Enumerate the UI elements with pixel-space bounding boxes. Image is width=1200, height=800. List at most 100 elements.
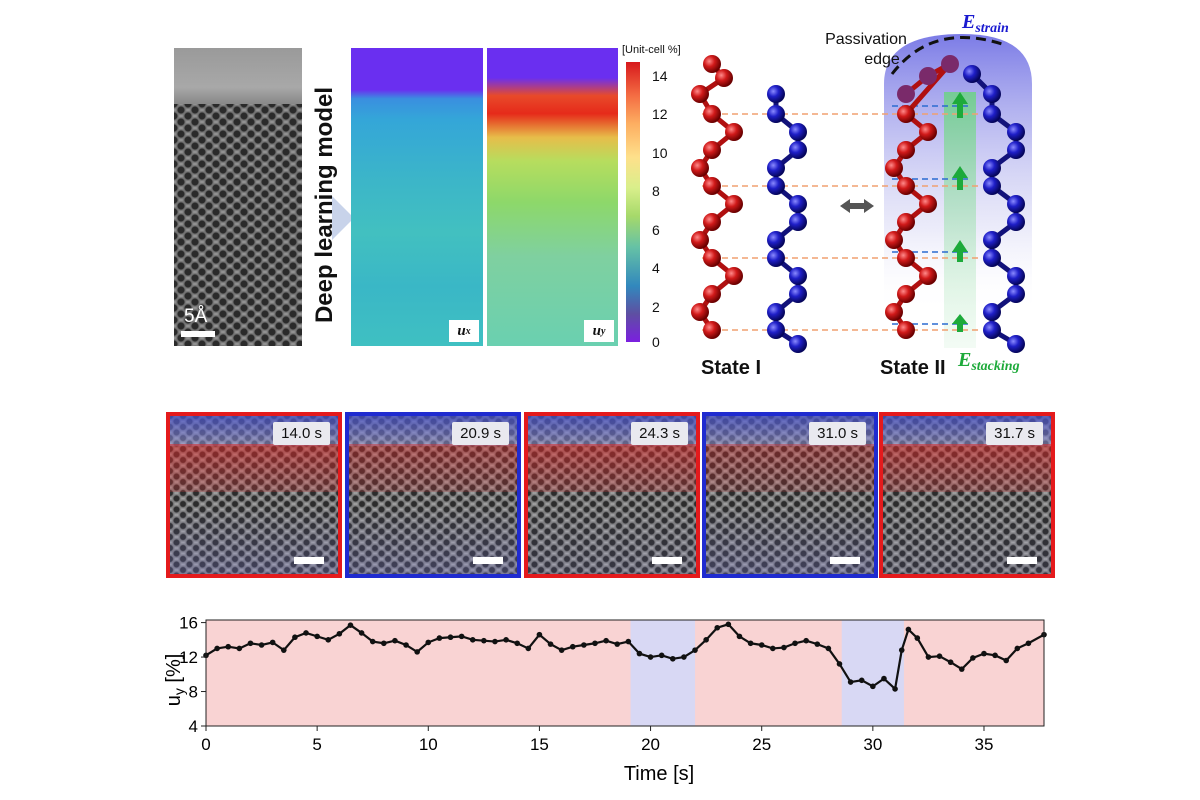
uy-data-point	[392, 637, 398, 644]
uy-data-point	[958, 666, 965, 672]
uy-data-point	[770, 645, 776, 652]
tem-micrograph	[174, 48, 302, 346]
y-tick-label: 12	[179, 648, 198, 667]
uy-data-point	[525, 645, 532, 652]
colorbar-tick: 2	[652, 299, 660, 315]
uy-data-point	[214, 645, 220, 652]
uy-data-point	[514, 640, 520, 647]
alignment-guides	[702, 113, 982, 331]
uy-data-point	[936, 653, 943, 659]
highlight-region	[841, 620, 904, 726]
x-tick-label: 0	[201, 735, 210, 754]
uy-data-point	[481, 637, 487, 644]
plot-frame	[205, 619, 1045, 727]
uy-data-point	[403, 642, 409, 648]
frame-time-label: 31.7 s	[986, 422, 1043, 445]
frame-scale-bar	[294, 557, 324, 564]
x-tick-label: 5	[312, 735, 321, 754]
uy-data-point	[658, 652, 665, 659]
uy-data-point	[736, 633, 743, 640]
frame-scale-bar	[830, 557, 860, 564]
uy-data-point	[414, 649, 420, 655]
state1-red-chain	[691, 55, 743, 339]
colorbar	[626, 62, 640, 342]
uy-data-point	[814, 641, 821, 647]
state-2-label: State II	[880, 357, 946, 379]
stacking-schematic: Passivation edge Estrain Estacking	[691, 14, 1032, 374]
uy-data-point	[536, 631, 543, 638]
time-frame: 20.9 s	[345, 412, 521, 578]
uy-data-point	[703, 637, 709, 643]
colorbar-tick: 10	[652, 145, 668, 161]
colorbar-tick: 6	[652, 222, 660, 238]
uy-data-point	[325, 637, 332, 643]
y-axis-label: uy [%]	[163, 654, 187, 707]
deep-learning-label: Deep learning model	[311, 87, 338, 323]
uy-data-point	[447, 634, 454, 641]
uy-data-point	[247, 640, 254, 647]
uy-data-point	[714, 624, 721, 631]
uy-data-point	[847, 679, 854, 685]
frame-scale-bar	[1007, 557, 1037, 564]
amorphous-cap-region	[174, 48, 302, 104]
uy-data-point	[858, 677, 865, 684]
x-tick-label: 10	[419, 735, 438, 754]
y-tick-label: 16	[179, 614, 198, 633]
uy-data-point	[369, 638, 376, 645]
y-tick-label: 8	[189, 683, 198, 702]
uy-data-point	[1014, 645, 1021, 652]
uy-data-point	[425, 639, 432, 646]
uy-data-point	[825, 645, 832, 652]
uy-data-point	[603, 637, 609, 644]
uy-data-point	[681, 654, 687, 660]
uy-data-point	[503, 637, 509, 643]
state-1-label: State I	[701, 357, 762, 379]
x-tick-label: 15	[530, 735, 549, 754]
uy-data-point	[592, 640, 598, 647]
uy-data-point	[547, 641, 554, 647]
uy-data-point	[836, 661, 843, 667]
colorbar-ticks: 14 12 10 8 6 4 2 0	[644, 62, 674, 350]
frame-scale-bar	[473, 557, 503, 564]
uy-data-point	[436, 635, 443, 641]
frame-time-label: 14.0 s	[273, 422, 330, 445]
atomic-lattice-region	[174, 104, 302, 346]
uy-data-point	[881, 675, 887, 682]
model-arrow-icon	[332, 196, 354, 240]
uy-data-point	[905, 626, 912, 633]
transition-arrow-icon	[840, 199, 874, 213]
uy-data-point	[925, 654, 932, 660]
uy-data-point	[269, 639, 276, 646]
uy-data-point	[647, 654, 654, 660]
uy-data-point	[1003, 657, 1010, 664]
uy-data-point	[581, 642, 587, 648]
uy-data-point	[970, 655, 976, 661]
uy-data-point	[236, 645, 243, 652]
colorbar-title: [Unit-cell %]	[622, 44, 681, 56]
uy-time-chart: 0 5 10 15 20 25 30 35 4 8 12 16 Time [s] uy [%]	[163, 614, 1047, 785]
x-tick-label: 20	[641, 735, 660, 754]
uy-data-point	[614, 641, 621, 647]
frame-time-label: 24.3 s	[631, 422, 688, 445]
stacking-energy-label: Estacking	[957, 349, 1020, 374]
x-tick-label: 35	[975, 735, 994, 754]
uy-data-point	[792, 640, 798, 647]
frame-time-label: 31.0 s	[809, 422, 866, 445]
state2-blue-chain	[963, 65, 1025, 353]
uy-data-point	[781, 644, 787, 651]
uy-data-point	[625, 638, 632, 645]
uy-data-point	[692, 647, 698, 653]
time-frame: 24.3 s	[524, 412, 700, 578]
uy-data-point	[314, 633, 320, 640]
strain-energy-label: Estrain	[961, 14, 1009, 36]
uy-data-point	[381, 640, 387, 647]
uy-data-point	[981, 650, 987, 657]
uy-data-point	[870, 683, 876, 690]
colorbar-tick: 12	[652, 106, 668, 122]
colorbar-tick: 0	[652, 334, 660, 350]
frame-scale-bar	[652, 557, 682, 564]
uy-data-point	[280, 647, 287, 653]
uy-data-point	[758, 642, 765, 648]
